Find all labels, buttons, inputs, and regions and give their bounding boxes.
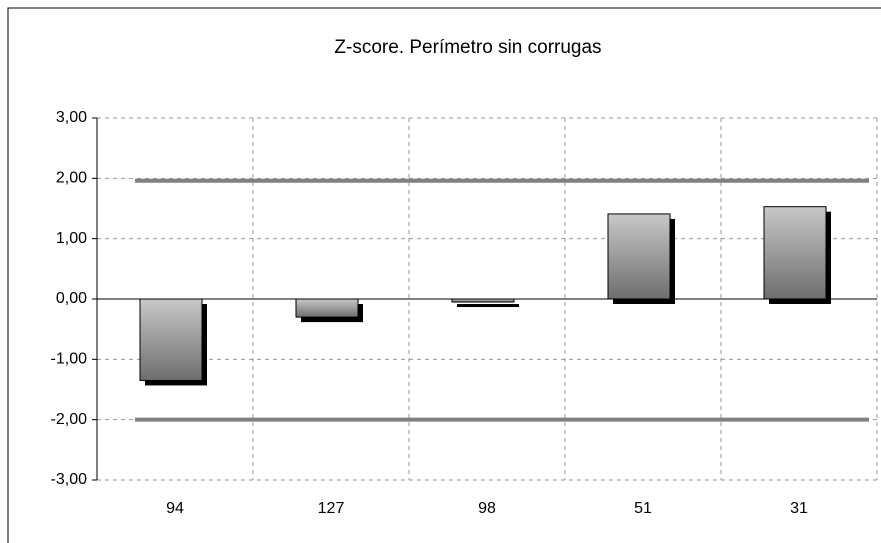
x-tick-label: 127 [318, 500, 345, 517]
y-tick-label: 3,00 [56, 109, 87, 126]
bar [139, 298, 203, 381]
chart-title: Z-score. Perímetro sin corrugas [334, 37, 601, 58]
y-tick-label: 2,00 [56, 170, 87, 187]
bar [451, 298, 515, 303]
frame [7, 7, 881, 543]
x-tick-label: 98 [478, 500, 496, 517]
y-tick-label: -1,00 [51, 351, 88, 368]
bar [763, 206, 827, 300]
y-tick-label: 0,00 [56, 290, 87, 307]
x-tick-label: 51 [634, 500, 652, 517]
x-tick-label: 94 [166, 500, 184, 517]
bar [607, 213, 671, 300]
x-tick-label: 31 [790, 500, 808, 517]
y-tick-label: 1,00 [56, 230, 87, 247]
y-tick-label: -3,00 [51, 471, 88, 488]
y-tick-label: -2,00 [51, 411, 88, 428]
bar [295, 298, 359, 318]
bar-shadow [457, 304, 519, 308]
